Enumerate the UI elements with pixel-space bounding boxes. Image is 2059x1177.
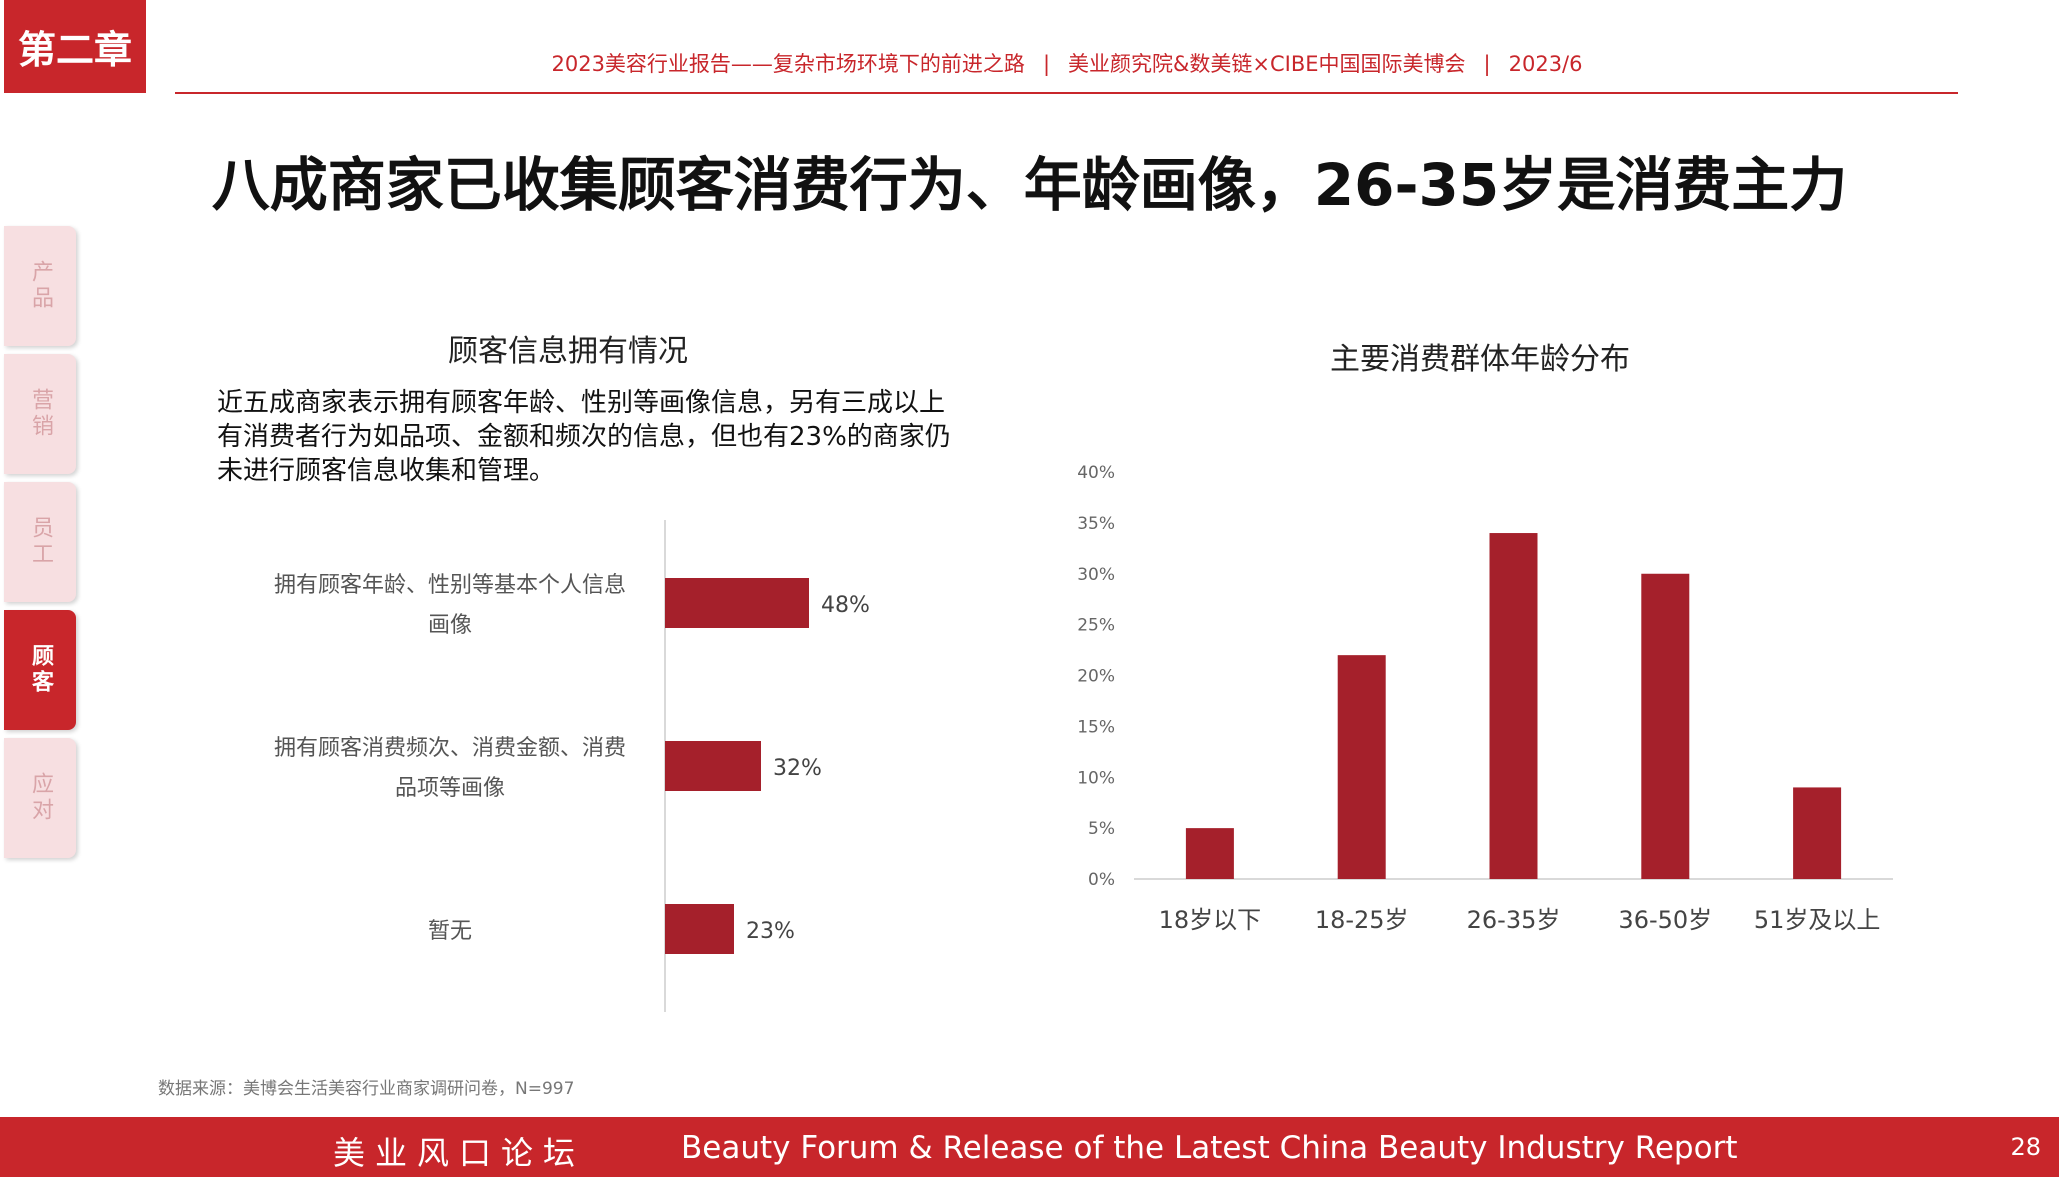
side-tab-label: 产品	[28, 260, 53, 312]
y-tick-label: 40%	[1077, 463, 1115, 483]
v-bar	[1185, 828, 1234, 879]
report-date: 2023/6	[1508, 52, 1583, 76]
x-category-label: 51岁及以上	[1754, 906, 1881, 934]
h-bar-category-label: 拥有顾客年龄、性别等基本个人信息	[274, 573, 626, 598]
x-category-label: 18岁以下	[1159, 906, 1262, 934]
y-tick-label: 10%	[1077, 768, 1115, 788]
y-tick-label: 0%	[1088, 870, 1115, 890]
h-bar-value-label: 23%	[746, 919, 795, 944]
footer-forum-name: 美业风口论坛	[333, 1134, 586, 1172]
side-tab-staff[interactable]: 员工	[4, 482, 76, 602]
data-source-note: 数据来源：美博会生活美容行业商家调研问卷，N=997	[158, 1079, 575, 1099]
report-orgs: 美业颜究院&数美链×CIBE中国国际美博会	[1068, 52, 1466, 76]
side-tab-product[interactable]: 产品	[4, 226, 76, 346]
header-separator: |	[1483, 52, 1491, 76]
right-chart-title: 主要消费群体年龄分布	[1330, 342, 1630, 377]
h-bar-value-label: 32%	[773, 756, 822, 781]
side-tab-label: 营销	[28, 388, 53, 440]
page-title: 八成商家已收集顾客消费行为、年龄画像，26-35岁是消费主力	[211, 151, 1848, 219]
side-tabs: 产品 营销 员工 顾客 应对	[4, 226, 78, 866]
h-bar-category-label: 画像	[428, 613, 472, 638]
left-chart-title: 顾客信息拥有情况	[448, 334, 688, 369]
side-tab-label: 应对	[28, 772, 53, 824]
v-bar	[1337, 655, 1386, 879]
y-tick-label: 5%	[1088, 819, 1115, 839]
header-separator: |	[1042, 52, 1051, 76]
left-chart-description: 近五成商家表示拥有顾客年龄、性别等画像信息，另有三成以上有消费者行为如品项、金额…	[217, 388, 951, 486]
header-divider	[175, 92, 1958, 94]
side-tab-response[interactable]: 应对	[4, 738, 76, 858]
x-category-label: 18-25岁	[1315, 906, 1409, 934]
h-bar-category-label: 拥有顾客消费频次、消费金额、消费	[274, 736, 626, 761]
header-meta: 2023美容行业报告——复杂市场环境下的前进之路 | 美业颜究院&数美链×CIBE中…	[175, 48, 1959, 78]
page-number: 28	[2010, 1133, 2041, 1161]
y-tick-label: 15%	[1077, 717, 1115, 737]
y-tick-label: 35%	[1077, 514, 1115, 534]
h-bar	[665, 578, 809, 628]
y-tick-label: 20%	[1077, 667, 1115, 687]
v-bar	[1793, 787, 1842, 879]
h-bar	[665, 904, 734, 954]
h-bar-value-label: 48%	[821, 593, 870, 618]
chapter-badge: 第二章	[4, 0, 146, 93]
side-tab-label: 员工	[28, 516, 53, 568]
footer-event-title: Beauty Forum & Release of the Latest Chi…	[681, 1130, 1738, 1166]
y-tick-label: 30%	[1077, 565, 1115, 585]
h-bar-category-label: 品项等画像	[395, 776, 505, 801]
side-tab-marketing[interactable]: 营销	[4, 354, 76, 474]
h-bar	[665, 741, 761, 791]
side-tab-customer[interactable]: 顾客	[4, 610, 76, 730]
v-bar	[1489, 533, 1538, 879]
footer-bar	[0, 1117, 2059, 1177]
y-tick-label: 25%	[1077, 616, 1115, 636]
h-bar-category-label: 暂无	[428, 919, 472, 944]
side-tab-label: 顾客	[28, 644, 53, 696]
x-category-label: 26-35岁	[1467, 906, 1561, 934]
x-category-label: 36-50岁	[1618, 906, 1712, 934]
v-bar	[1641, 573, 1690, 879]
report-title: 2023美容行业报告——复杂市场环境下的前进之路	[551, 52, 1025, 76]
